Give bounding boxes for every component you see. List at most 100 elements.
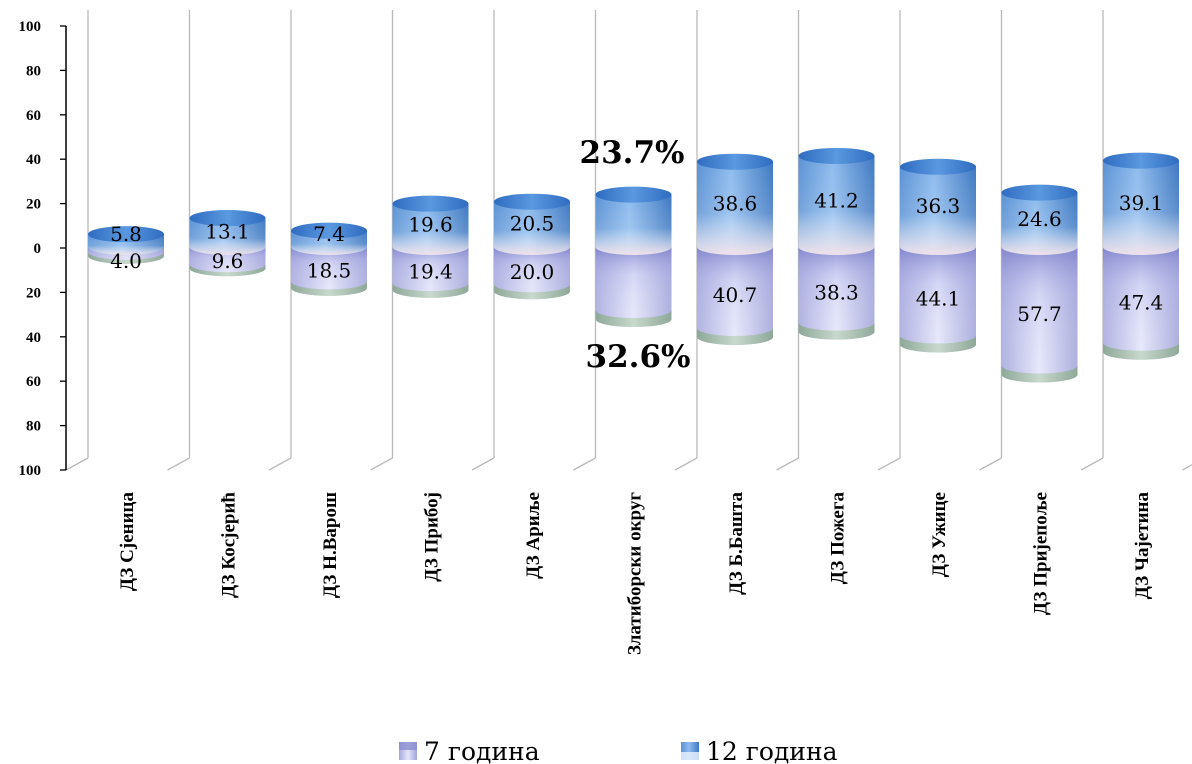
floor-edge bbox=[573, 457, 596, 471]
bar-12-godina-top bbox=[1103, 152, 1179, 169]
y-tick-label: 80 bbox=[26, 63, 41, 79]
x-category-label: ДЗ Сјеница bbox=[117, 492, 138, 592]
x-category-label: ДЗ Пријепоље bbox=[1031, 492, 1052, 615]
bar-12-godina-shade bbox=[392, 203, 469, 255]
bar-12-godina-top bbox=[900, 158, 976, 175]
data-label-12-godina: 7.4 bbox=[313, 222, 345, 246]
y-tick-label: 80 bbox=[26, 419, 41, 435]
bar-7-godina-shade bbox=[1001, 247, 1078, 383]
y-axis: 100 80 60 40 20 0 20 40 60 80 100 bbox=[19, 19, 67, 479]
bar-group: 39.1 47.4 bbox=[1103, 152, 1179, 360]
bar-12-godina-top bbox=[189, 210, 266, 227]
floor-edge bbox=[776, 457, 799, 471]
bar-group: 38.6 40.7 bbox=[697, 153, 773, 345]
bar-12-godina-top bbox=[1001, 184, 1078, 201]
x-category-label: Златиборски округ bbox=[625, 492, 646, 655]
data-label-7-godina: 57.7 bbox=[1017, 302, 1062, 326]
x-category-label: ДЗ Чајетина bbox=[1132, 492, 1153, 600]
y-tick-label: 100 bbox=[19, 19, 42, 35]
bar-7-godina-base bbox=[494, 284, 570, 300]
bar-group: 13.1 9.6 bbox=[189, 210, 266, 277]
bar-7-godina-base bbox=[595, 310, 672, 328]
y-tick-label: 20 bbox=[26, 197, 41, 213]
bar-7-godina-base bbox=[88, 251, 164, 264]
bar-12-godina-top bbox=[392, 195, 469, 212]
bar-12-godina-shade bbox=[595, 194, 672, 255]
floor-edge bbox=[471, 457, 495, 471]
data-label-12-godina: 5.8 bbox=[110, 222, 142, 246]
data-label-12-godina: 38.6 bbox=[713, 191, 758, 215]
x-category-label: ДЗ Ариље bbox=[523, 492, 544, 579]
bar-7-godina-base bbox=[291, 281, 367, 296]
y-tick-label: 0 bbox=[34, 241, 42, 257]
data-label-7-godina: 18.5 bbox=[307, 258, 352, 282]
x-category-label: ДЗ Прибој bbox=[422, 492, 443, 582]
data-label-12-godina: 13.1 bbox=[205, 220, 250, 244]
bar-7-godina-shade bbox=[697, 247, 773, 345]
data-label-7-godina: 20.0 bbox=[510, 260, 555, 284]
legend: 7 година 12 година bbox=[399, 737, 838, 764]
bar-7-godina-shade bbox=[798, 247, 875, 340]
data-label-12-godina: 24.6 bbox=[1017, 207, 1062, 231]
bar-7-godina-shade bbox=[595, 247, 672, 328]
bar-group bbox=[595, 186, 672, 328]
data-label-12-godina: 19.6 bbox=[408, 212, 453, 236]
y-tick-label: 40 bbox=[26, 152, 41, 168]
data-label-7-godina: 47.4 bbox=[1119, 290, 1164, 314]
bar-group: 36.3 44.1 bbox=[900, 158, 976, 353]
y-tick-label: 60 bbox=[26, 374, 41, 390]
callout-bottom-label: 32.6% bbox=[586, 339, 691, 375]
y-tick-label: 100 bbox=[19, 463, 42, 479]
floor-edge bbox=[1182, 464, 1192, 471]
bar-7-godina-shade bbox=[189, 247, 266, 277]
floor-edge bbox=[1080, 457, 1104, 471]
legend-swatch-7-top bbox=[399, 742, 417, 750]
bar-group: 20.5 20.0 bbox=[494, 193, 570, 300]
bar-group: 7.4 18.5 bbox=[291, 222, 367, 296]
bar-7-godina-shade bbox=[494, 247, 570, 300]
data-label-7-godina: 9.6 bbox=[212, 249, 244, 273]
floor-edge bbox=[979, 457, 1002, 471]
bar-7-godina-base bbox=[189, 264, 266, 277]
bar-group: 24.6 57.7 bbox=[1001, 184, 1078, 383]
x-category-label: ДЗ Б.Башта bbox=[726, 492, 747, 595]
bar-12-godina-shade bbox=[1103, 160, 1179, 255]
data-label-7-godina: 40.7 bbox=[713, 283, 758, 307]
callout-top-label: 23.7% bbox=[580, 135, 685, 171]
bar-12-godina-top bbox=[798, 147, 875, 164]
floor-edge bbox=[674, 457, 698, 471]
floor-edge bbox=[268, 457, 292, 471]
data-label-7-godina: 44.1 bbox=[916, 287, 961, 311]
bar-7-godina-shade bbox=[291, 247, 367, 296]
bar-7-godina-shade bbox=[900, 247, 976, 353]
floor-edge bbox=[877, 457, 901, 471]
bar-7-godina-base bbox=[697, 327, 773, 345]
data-label-12-godina: 41.2 bbox=[814, 188, 859, 212]
legend-swatch-12-bottom bbox=[681, 752, 699, 760]
bar-12-godina-shade bbox=[494, 201, 570, 255]
bar-12-godina-shade bbox=[798, 155, 875, 255]
bar-7-godina-shade bbox=[392, 247, 469, 298]
bar-7-godina-base bbox=[798, 322, 875, 340]
bar-7-godina-base bbox=[900, 335, 976, 353]
y-tick-label: 20 bbox=[26, 285, 41, 301]
x-category-label: ДЗ Н.Варош bbox=[320, 492, 341, 598]
bar-7-godina-shade bbox=[1103, 247, 1179, 360]
bar-group: 19.6 19.4 bbox=[392, 195, 469, 298]
bar-12-godina-top bbox=[595, 186, 672, 203]
bar-group: 5.84.0 bbox=[88, 222, 164, 273]
y-tick-label: 40 bbox=[26, 330, 41, 346]
category-labels: ДЗ Сјеница ДЗ Косјерић ДЗ Н.Варош ДЗ Прибој… bbox=[117, 492, 1153, 656]
legend-label-12: 12 година bbox=[706, 737, 838, 764]
x-category-label: ДЗ Ужице bbox=[929, 492, 950, 577]
data-label-7-godina: 38.3 bbox=[814, 280, 859, 304]
y-tick-label: 60 bbox=[26, 108, 41, 124]
bar-7-godina-base bbox=[1103, 342, 1179, 360]
bar-12-godina-shade bbox=[900, 166, 976, 255]
data-label-7-godina: 4.0 bbox=[110, 249, 142, 273]
data-label-12-godina: 39.1 bbox=[1119, 191, 1164, 215]
bar-12-godina-top bbox=[494, 193, 570, 210]
bar-12-godina-shade bbox=[697, 161, 773, 255]
floor-edge bbox=[167, 457, 190, 471]
